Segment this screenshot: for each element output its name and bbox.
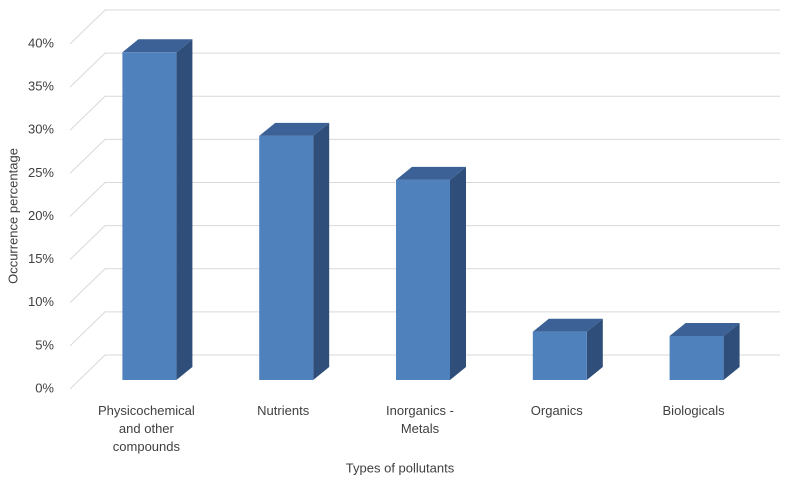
bar xyxy=(669,336,724,380)
x-tick-label: Inorganics - Metals xyxy=(386,403,454,436)
bar-side xyxy=(176,39,193,380)
y-tick-label: 10% xyxy=(28,294,54,309)
y-tick-label: 35% xyxy=(28,79,54,94)
x-tick-label: Physicochemical and other compounds xyxy=(97,403,195,454)
y-tick-label: 25% xyxy=(28,165,54,180)
bar-top xyxy=(396,166,466,180)
x-tick-label: Biologicals xyxy=(662,403,725,418)
y-tick-label: 0% xyxy=(35,380,54,395)
bar xyxy=(259,135,314,380)
bar-top xyxy=(122,39,193,53)
grid-line xyxy=(69,225,780,260)
y-tick-label: 5% xyxy=(35,337,54,352)
bar-side xyxy=(723,323,740,380)
bar-top xyxy=(532,318,603,332)
bar xyxy=(396,179,450,380)
bar-top xyxy=(669,323,740,337)
y-axis-title: Occurrence percentage xyxy=(5,148,20,284)
x-tick-label: Nutrients xyxy=(257,403,310,418)
grid-line xyxy=(69,95,780,131)
bar-side xyxy=(586,318,603,380)
grid-line xyxy=(69,182,780,217)
bar xyxy=(122,52,177,380)
y-tick-label: 40% xyxy=(28,35,54,50)
grid-line xyxy=(69,9,780,45)
y-tick-label: 30% xyxy=(28,122,54,137)
grid-line xyxy=(69,268,780,304)
x-axis-title: Types of pollutants xyxy=(346,460,455,475)
bar xyxy=(532,331,587,380)
grid-line xyxy=(69,52,780,88)
bar-top xyxy=(259,122,330,136)
y-tick-label: 20% xyxy=(28,208,54,223)
bar-side xyxy=(450,166,466,380)
bar-side xyxy=(313,122,330,380)
y-tick-label: 15% xyxy=(28,251,54,266)
grid-line xyxy=(69,311,780,347)
x-tick-label: Organics xyxy=(530,403,583,418)
grid-line xyxy=(69,138,780,174)
